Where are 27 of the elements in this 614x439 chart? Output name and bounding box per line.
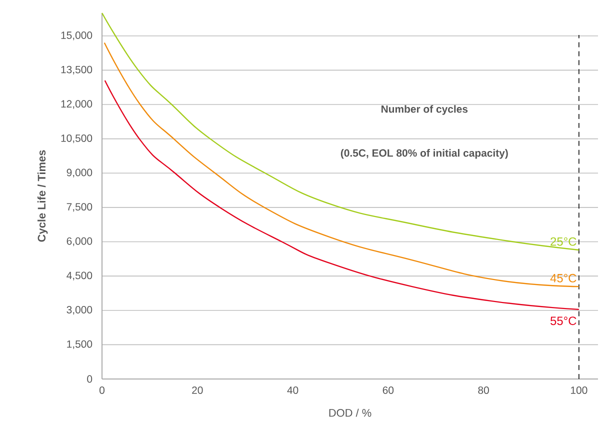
y-tick-label: 15,000 (61, 32, 92, 40)
line-series (104, 80, 580, 310)
y-tick-label: 3,000 (66, 306, 92, 315)
series-label: 55°C (550, 316, 576, 326)
x-axis-title: DOD / % (329, 408, 372, 417)
x-tick-label: 0 (100, 386, 105, 394)
annotation: Number of cycles (382, 105, 468, 115)
series-label: 25°C (550, 237, 576, 246)
y-tick-label: 12,000 (61, 100, 92, 109)
x-tick-label: 80 (478, 386, 489, 394)
y-tick-label: 13,500 (61, 66, 92, 74)
line-series (101, 12, 580, 251)
x-tick-label: 20 (192, 386, 203, 394)
annotation: (0.5C, EOL 80% of initial capacity) (340, 149, 508, 159)
x-tick-label: 100 (571, 386, 588, 394)
line-series (104, 42, 580, 288)
y-axis-title: Cycle Life / Times (37, 150, 48, 242)
series-label: 45°C (550, 274, 576, 282)
x-tick-label: 40 (287, 386, 298, 394)
y-tick-label: 4,500 (66, 272, 92, 280)
x-tick-label: 60 (382, 386, 394, 394)
y-tick-label: 10,500 (61, 134, 92, 144)
y-tick-label: 0 (87, 375, 92, 383)
y-tick-label: 9,000 (66, 168, 92, 178)
y-tick-label: 7,500 (66, 203, 92, 212)
y-tick-label: 1,500 (67, 340, 92, 349)
y-tick-label: 6,000 (66, 237, 92, 246)
